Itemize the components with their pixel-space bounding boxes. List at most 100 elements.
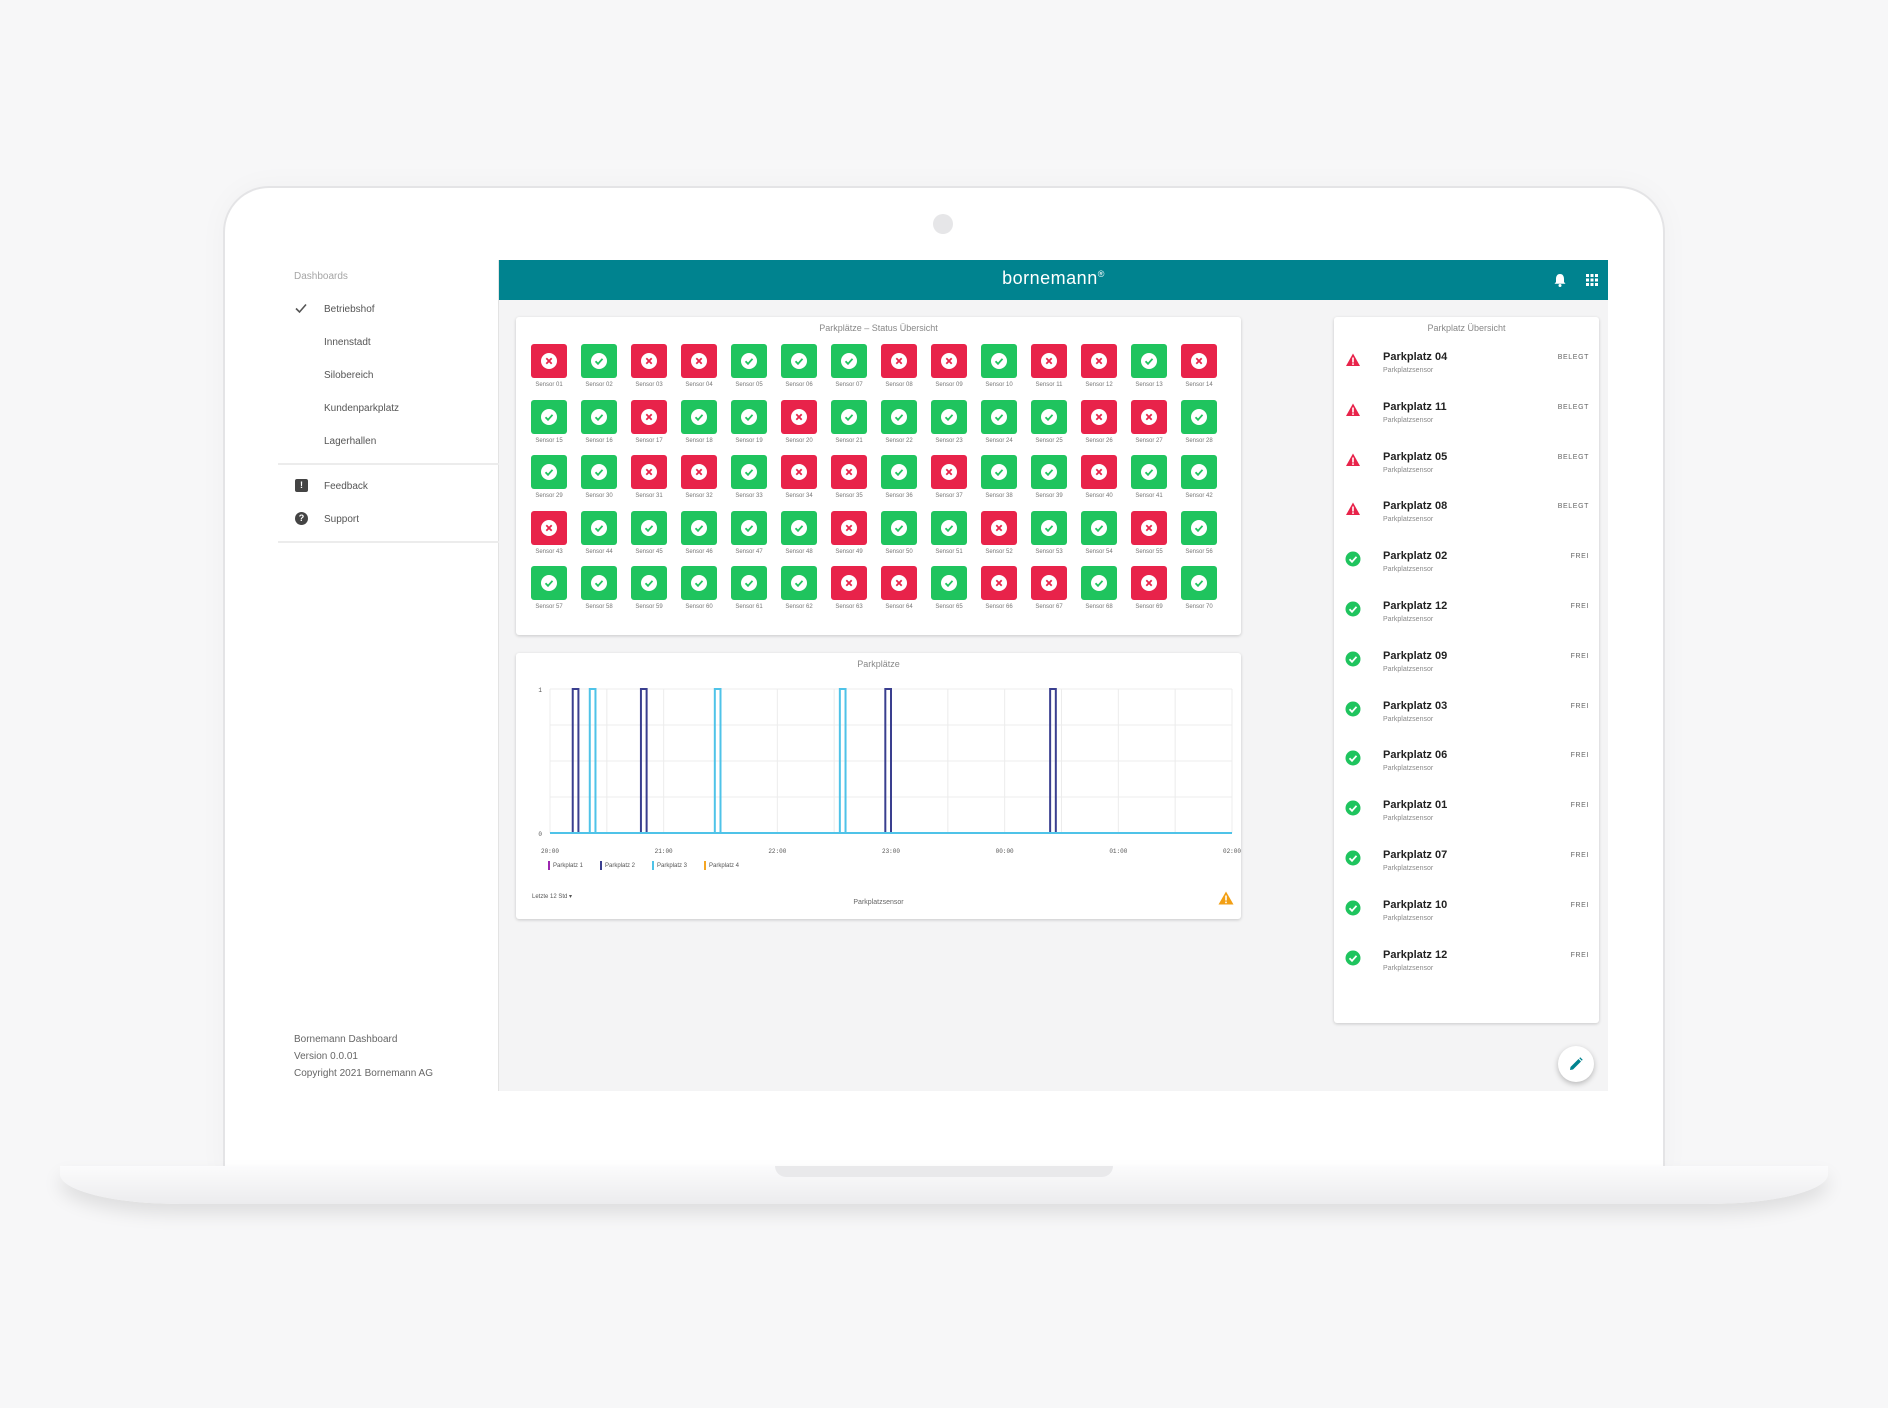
- sensor-tile[interactable]: [581, 344, 617, 378]
- sensor-tile[interactable]: [531, 455, 567, 489]
- sensor-tile[interactable]: [681, 566, 717, 600]
- parking-overview-row[interactable]: Parkplatz 04 Parkplatzsensor BELEGT: [1334, 345, 1599, 393]
- sensor-tile[interactable]: [1181, 399, 1217, 434]
- sensor-tile[interactable]: [681, 399, 717, 434]
- sensor-tile[interactable]: [731, 344, 767, 378]
- parking-overview-row[interactable]: Parkplatz 03 Parkplatzsensor FREI: [1334, 694, 1599, 742]
- sensor-tile[interactable]: [1081, 566, 1117, 600]
- parking-overview-row[interactable]: Parkplatz 02 Parkplatzsensor FREI: [1334, 544, 1599, 592]
- legend-item[interactable]: Parkplatz 1: [548, 861, 583, 870]
- sensor-tile[interactable]: [1081, 344, 1117, 378]
- sensor-tile[interactable]: [931, 344, 967, 378]
- sensor-tile[interactable]: [931, 510, 967, 545]
- sensor-tile[interactable]: [681, 510, 717, 545]
- sensor-tile[interactable]: [931, 455, 967, 489]
- sensor-tile[interactable]: [731, 510, 767, 545]
- sensor-tile[interactable]: [631, 399, 667, 434]
- sensor-tile[interactable]: [731, 455, 767, 489]
- parking-overview-row[interactable]: Parkplatz 09 Parkplatzsensor FREI: [1334, 644, 1599, 692]
- parking-overview-row[interactable]: Parkplatz 08 Parkplatzsensor BELEGT: [1334, 494, 1599, 542]
- sensor-tile[interactable]: [1181, 566, 1217, 600]
- bell-icon[interactable]: [1551, 271, 1569, 289]
- sensor-tile[interactable]: [531, 566, 567, 600]
- sensor-tile[interactable]: [831, 455, 867, 489]
- sensor-tile[interactable]: [631, 510, 667, 545]
- sensor-tile[interactable]: [1031, 566, 1067, 600]
- sensor-tile[interactable]: [731, 399, 767, 434]
- sensor-tile[interactable]: [581, 510, 617, 545]
- parking-subtitle: Parkplatzsensor: [1383, 416, 1434, 424]
- sensor-tile[interactable]: [581, 399, 617, 434]
- sensor-tile[interactable]: [981, 566, 1017, 600]
- warning-icon[interactable]: [1218, 891, 1234, 905]
- sensor-tile[interactable]: [1031, 510, 1067, 545]
- sidebar-item-silobereich[interactable]: Silobereich: [278, 359, 499, 389]
- sidebar-item-betriebshof[interactable]: Betriebshof: [278, 293, 499, 323]
- parking-overview-row[interactable]: Parkplatz 12 Parkplatzsensor FREI: [1334, 943, 1599, 991]
- sensor-tile[interactable]: [981, 455, 1017, 489]
- sensor-tile[interactable]: [881, 344, 917, 378]
- sensor-tile[interactable]: [581, 566, 617, 600]
- sensor-tile[interactable]: [1031, 399, 1067, 434]
- sensor-tile[interactable]: [781, 399, 817, 434]
- sensor-tile[interactable]: [731, 566, 767, 600]
- sensor-tile[interactable]: [781, 510, 817, 545]
- sensor-tile[interactable]: [1131, 510, 1167, 545]
- sensor-tile[interactable]: [1131, 399, 1167, 434]
- parking-overview-row[interactable]: Parkplatz 11 Parkplatzsensor BELEGT: [1334, 395, 1599, 443]
- legend-item[interactable]: Parkplatz 2: [600, 861, 635, 870]
- sensor-tile[interactable]: [1131, 455, 1167, 489]
- sensor-tile[interactable]: [1181, 344, 1217, 378]
- parking-overview-row[interactable]: Parkplatz 07 Parkplatzsensor FREI: [1334, 843, 1599, 891]
- parking-overview-row[interactable]: Parkplatz 01 Parkplatzsensor FREI: [1334, 793, 1599, 841]
- parking-overview-row[interactable]: Parkplatz 12 Parkplatzsensor FREI: [1334, 594, 1599, 642]
- sensor-tile[interactable]: [1131, 344, 1167, 378]
- sensor-tile[interactable]: [981, 510, 1017, 545]
- sensor-tile[interactable]: [1131, 566, 1167, 600]
- sensor-tile[interactable]: [881, 455, 917, 489]
- sensor-tile[interactable]: [781, 455, 817, 489]
- sensor-tile[interactable]: [1031, 344, 1067, 378]
- sensor-tile[interactable]: [781, 566, 817, 600]
- sensor-tile[interactable]: [531, 344, 567, 378]
- sidebar-item-feedback[interactable]: ! Feedback: [278, 470, 499, 500]
- legend-item[interactable]: Parkplatz 3: [652, 861, 687, 870]
- time-range-select[interactable]: Letzte 12 Std ▾: [532, 893, 572, 900]
- sensor-tile[interactable]: [831, 344, 867, 378]
- sensor-tile[interactable]: [831, 399, 867, 434]
- sensor-tile[interactable]: [581, 455, 617, 489]
- sensor-tile[interactable]: [631, 455, 667, 489]
- sensor-tile[interactable]: [931, 566, 967, 600]
- sensor-tile[interactable]: [881, 566, 917, 600]
- parking-overview-row[interactable]: Parkplatz 05 Parkplatzsensor BELEGT: [1334, 445, 1599, 493]
- sensor-tile[interactable]: [831, 510, 867, 545]
- sensor-tile[interactable]: [1081, 510, 1117, 545]
- sensor-tile[interactable]: [981, 399, 1017, 434]
- sensor-tile[interactable]: [1081, 455, 1117, 489]
- sensor-tile[interactable]: [931, 399, 967, 434]
- apps-grid-icon[interactable]: [1583, 271, 1601, 289]
- sensor-tile[interactable]: [631, 566, 667, 600]
- parking-overview-row[interactable]: Parkplatz 10 Parkplatzsensor FREI: [1334, 893, 1599, 941]
- sidebar-item-innenstadt[interactable]: Innenstadt: [278, 326, 499, 356]
- sensor-tile[interactable]: [681, 455, 717, 489]
- sensor-tile[interactable]: [781, 344, 817, 378]
- legend-item[interactable]: Parkplatz 4: [704, 861, 739, 870]
- parking-overview-row[interactable]: Parkplatz 06 Parkplatzsensor FREI: [1334, 743, 1599, 791]
- sidebar-item-kundenparkplatz[interactable]: Kundenparkplatz: [278, 392, 499, 422]
- sensor-tile[interactable]: [831, 566, 867, 600]
- sensor-tile[interactable]: [631, 344, 667, 378]
- sensor-tile[interactable]: [1081, 399, 1117, 434]
- sensor-tile[interactable]: [531, 399, 567, 434]
- sidebar-item-support[interactable]: ? Support: [278, 503, 499, 533]
- edit-fab-button[interactable]: [1558, 1046, 1594, 1082]
- sensor-tile[interactable]: [681, 344, 717, 378]
- sensor-tile[interactable]: [981, 344, 1017, 378]
- sensor-tile[interactable]: [1031, 455, 1067, 489]
- sensor-tile[interactable]: [881, 399, 917, 434]
- sensor-tile[interactable]: [881, 510, 917, 545]
- sensor-tile[interactable]: [1181, 510, 1217, 545]
- sidebar-item-lagerhallen[interactable]: Lagerhallen: [278, 425, 499, 455]
- sensor-tile[interactable]: [1181, 455, 1217, 489]
- sensor-tile[interactable]: [531, 510, 567, 545]
